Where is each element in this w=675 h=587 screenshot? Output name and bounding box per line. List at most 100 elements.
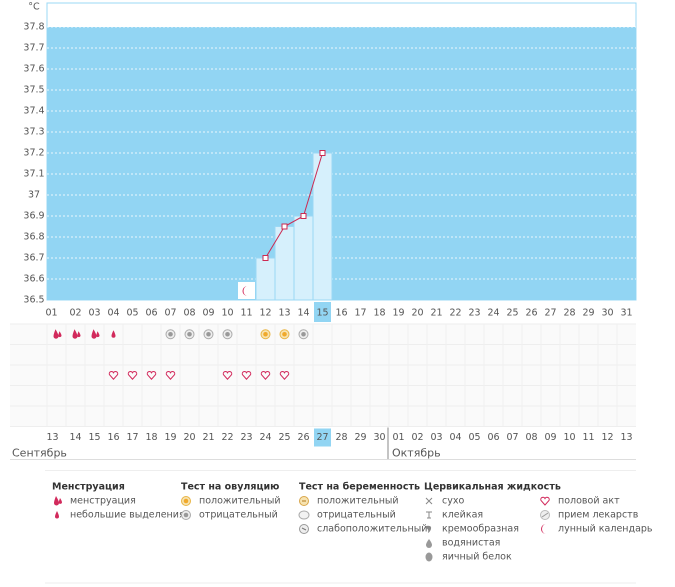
y-tick-label: 37.6 — [23, 64, 44, 75]
icon-heart — [260, 371, 271, 381]
icon-sticky — [426, 511, 432, 519]
lunar-cell — [238, 282, 255, 299]
chart-area — [47, 27, 636, 300]
icon-heart — [127, 371, 138, 381]
today-date-highlight — [314, 428, 331, 447]
legend-label: менструация — [70, 496, 136, 507]
y-tick-label: 36.9 — [23, 211, 44, 222]
date-label: 10 — [563, 432, 575, 443]
day-label: 30 — [601, 308, 613, 319]
day-label: 12 — [259, 308, 271, 319]
day-label: 11 — [240, 308, 252, 319]
icon-spotting — [111, 330, 116, 338]
date-label: 13 — [620, 432, 632, 443]
legend-label: положительный — [317, 496, 399, 507]
y-tick-label: 37.3 — [23, 127, 44, 138]
legend-title: Тест на овуляцию — [181, 482, 279, 493]
date-label: 19 — [164, 432, 176, 443]
icon-ovu-neg — [203, 329, 214, 340]
legend-label: сухо — [442, 496, 464, 507]
date-label: 09 — [544, 432, 556, 443]
icon-heart — [241, 371, 252, 381]
day-label: 23 — [468, 308, 480, 319]
date-label: 12 — [601, 432, 613, 443]
day-label: 28 — [563, 308, 575, 319]
icon-ovu-pos — [260, 329, 271, 340]
y-unit: °C — [28, 2, 40, 13]
day-label: 14 — [297, 308, 309, 319]
date-label: 02 — [411, 432, 423, 443]
y-tick-label: 36.6 — [23, 274, 44, 285]
icon-eggwhite — [425, 552, 433, 562]
date-label: 30 — [373, 432, 385, 443]
date-label: 21 — [202, 432, 214, 443]
icon-creamy — [426, 525, 432, 533]
date-label: 17 — [126, 432, 138, 443]
day-label: 26 — [525, 308, 537, 319]
icon-dry — [425, 497, 433, 505]
y-tick-label: 36.8 — [23, 232, 44, 243]
y-tick-label: 36.7 — [23, 253, 44, 264]
day-label: 10 — [221, 308, 233, 319]
date-label: 27 — [316, 432, 328, 443]
date-label: 03 — [430, 432, 442, 443]
icon-heart — [222, 371, 233, 381]
rows-bg — [10, 324, 636, 427]
date-label: 25 — [278, 432, 290, 443]
today-highlight — [314, 302, 331, 322]
temp-column — [255, 257, 276, 301]
y-tick-label: 37.8 — [23, 22, 44, 33]
legend-label: отрицательный — [199, 510, 278, 521]
icon-preg-weak — [299, 524, 309, 534]
y-tick-label: 37.4 — [23, 106, 44, 117]
date-label: 29 — [354, 432, 366, 443]
date-label: 22 — [221, 432, 233, 443]
icon-ovu-pos — [181, 496, 191, 506]
y-tick-label: 36.5 — [23, 295, 44, 306]
day-label: 29 — [582, 308, 594, 319]
day-label: 31 — [620, 308, 632, 319]
legend-label: кремообразная — [442, 524, 519, 535]
day-label: 09 — [202, 308, 214, 319]
icon-ovu-neg — [184, 329, 195, 340]
legend-label: слабоположительный — [317, 524, 427, 535]
icon-spotting — [55, 511, 59, 519]
legend-label: водянистая — [442, 538, 500, 549]
icon-heart — [279, 371, 290, 381]
icon-heart — [108, 371, 119, 381]
day-label: 24 — [487, 308, 499, 319]
icon-ovu-neg — [222, 329, 233, 340]
y-tick-label: 37.1 — [23, 169, 44, 180]
day-label: 20 — [411, 308, 423, 319]
temp-column — [293, 215, 314, 301]
icon-menstruation — [53, 329, 62, 339]
day-label: 08 — [183, 308, 195, 319]
icon-preg-neg — [298, 510, 310, 520]
legend-label: лунный календарь — [558, 524, 653, 535]
date-label: 15 — [88, 432, 100, 443]
icon-moon — [242, 286, 248, 296]
day-label: 06 — [145, 308, 157, 319]
y-tick-label: 37 — [28, 190, 40, 201]
icon-ovu-neg — [165, 329, 176, 340]
day-label: 21 — [430, 308, 442, 319]
date-label: 07 — [506, 432, 518, 443]
icon-heart — [165, 371, 176, 381]
date-label: 08 — [525, 432, 537, 443]
day-label: 01 — [45, 308, 57, 319]
day-label: 25 — [506, 308, 518, 319]
day-label: 16 — [335, 308, 347, 319]
month-label: Октябрь — [392, 447, 441, 460]
legend-label: прием лекарств — [558, 510, 639, 521]
date-label: 26 — [297, 432, 309, 443]
date-label: 23 — [240, 432, 252, 443]
date-label: 11 — [582, 432, 594, 443]
day-label: 18 — [373, 308, 385, 319]
day-label: 05 — [126, 308, 138, 319]
date-label: 06 — [487, 432, 499, 443]
icon-ovu-neg — [181, 510, 191, 520]
icon-preg-pos — [299, 496, 309, 506]
day-label: 17 — [354, 308, 366, 319]
date-label: 13 — [46, 432, 58, 443]
